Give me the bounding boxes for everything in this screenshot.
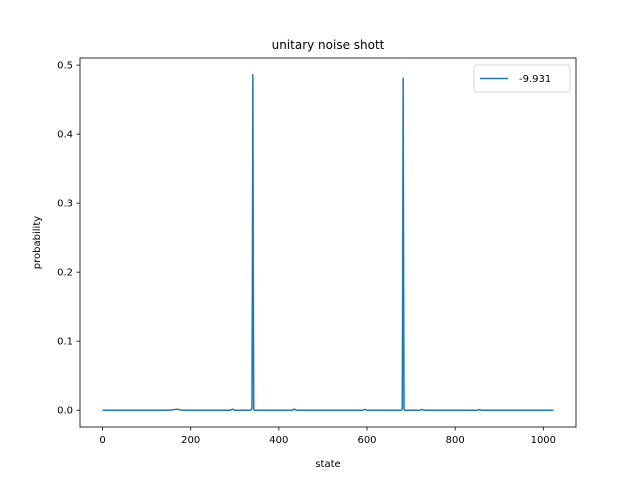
chart-title: unitary noise shott [272,38,385,52]
legend-box [473,64,571,93]
axes-ticks: 0 200 400 600 800 1000 0.0 0.1 0.2 0.3 0.4 0.5 [57,61,556,446]
x-tick-label: 0 [99,435,105,446]
x-tick-label: 800 [446,435,465,446]
x-tick-label: 600 [357,435,376,446]
x-tick-label: 1000 [531,435,556,446]
y-tick-label: 0.1 [57,337,73,348]
y-tick-label: 0.5 [57,61,73,72]
x-tick-label: 400 [269,435,288,446]
series-line [102,74,554,411]
axes-frame [79,57,577,428]
legend-label: -9.931 [519,74,551,85]
y-tick-label: 0.3 [57,199,73,210]
y-tick-label: 0.2 [57,268,73,279]
legend: -9.931 [473,64,571,93]
x-tick-label: 200 [181,435,200,446]
y-tick-label: 0.4 [57,130,73,141]
y-axis-label: probability [32,216,43,269]
y-tick-label: 0.0 [57,406,73,417]
x-axis-label: state [315,459,340,470]
plot-area [102,74,554,411]
